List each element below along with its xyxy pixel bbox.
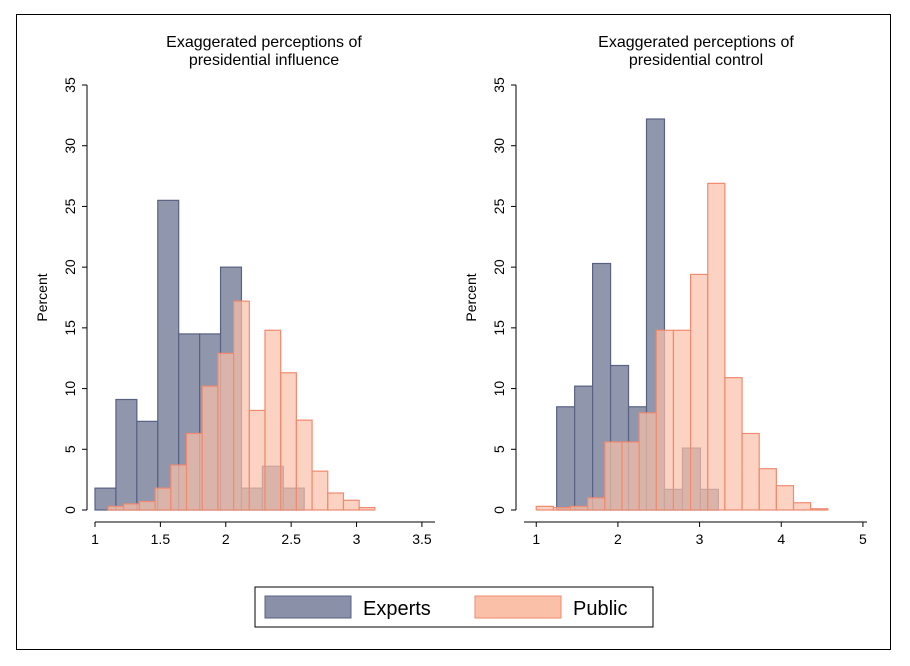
x-tick-label: 5 [859,531,867,547]
x-tick-label: 2 [614,531,622,547]
y-tick-label: 30 [62,138,78,154]
legend-swatch-experts [264,595,352,619]
public-bar [342,499,360,511]
public-bar [185,432,203,511]
public-bar [621,441,640,511]
chart-title-line-1: Exaggerated perceptions of [598,34,794,51]
x-tick-label: 1 [532,531,540,547]
figure-frame: Exaggerated perceptions of presidential i… [16,14,891,650]
y-tick-label: 20 [491,259,507,275]
y-tick-label: 5 [491,445,507,453]
y-tick-label: 15 [491,320,507,336]
y-tick-label: 35 [62,77,78,93]
public-bar [358,506,376,511]
public-bar [123,503,141,511]
chart-title-line-2: presidential influence [189,52,339,69]
experts-bar [556,406,576,511]
public-bar [810,508,829,511]
y-tick-label: 5 [62,445,78,453]
public-bar [569,505,589,511]
y-axis-label: Percent [34,273,50,321]
public-bar [138,500,156,511]
public-bar [741,432,760,511]
x-tick-label: 2 [222,531,230,547]
chart-title-line-1: Exaggerated perceptions of [166,34,362,51]
public-bar [217,352,235,511]
public-bar [264,329,282,511]
public-bar [604,441,623,511]
y-tick-label: 10 [62,381,78,397]
y-tick-label: 0 [62,506,78,514]
experts-bar [157,199,180,511]
public-bar [689,273,709,511]
legend-swatch-public [474,595,562,619]
y-tick-label: 20 [62,259,78,275]
legend: Experts Public [254,586,654,628]
public-bar [587,497,606,511]
x-tick-label: 1.5 [151,531,171,547]
y-tick-label: 25 [491,198,507,214]
public-bar [248,409,266,511]
y-tick-label: 10 [491,381,507,397]
public-bar [154,487,172,511]
experts-bar [574,385,594,511]
chart-title-line-2: presidential control [629,52,763,69]
public-bar [280,372,297,511]
public-bar [672,329,692,511]
public-bar [724,377,743,511]
y-tick-label: 15 [62,320,78,336]
y-axis-label: Percent [463,273,479,321]
x-tick-label: 3.5 [412,531,432,547]
x-tick-label: 1 [91,531,99,547]
public-bar [327,492,345,511]
y-tick-label: 30 [491,138,507,154]
public-bar [707,182,726,511]
public-bar [655,329,675,511]
public-bar [295,419,313,511]
public-bar [201,385,219,511]
experts-bar [115,398,138,511]
legend-label-experts: Experts [363,598,431,620]
public-bar [638,412,657,511]
public-bar [311,470,329,511]
y-tick-label: 25 [62,198,78,214]
public-bar [170,464,188,511]
x-tick-label: 3 [353,531,361,547]
public-bar [233,300,250,511]
y-tick-label: 0 [491,506,507,514]
x-tick-label: 3 [696,531,704,547]
public-bar [535,505,554,511]
x-tick-label: 2.5 [281,531,301,547]
public-bar [775,485,795,511]
public-bar [107,505,125,511]
public-bar [758,468,777,511]
x-tick-label: 4 [777,531,785,547]
y-tick-label: 35 [491,77,507,93]
legend-label-public: Public [573,598,627,620]
public-bar [552,506,572,511]
public-bar [792,502,812,511]
